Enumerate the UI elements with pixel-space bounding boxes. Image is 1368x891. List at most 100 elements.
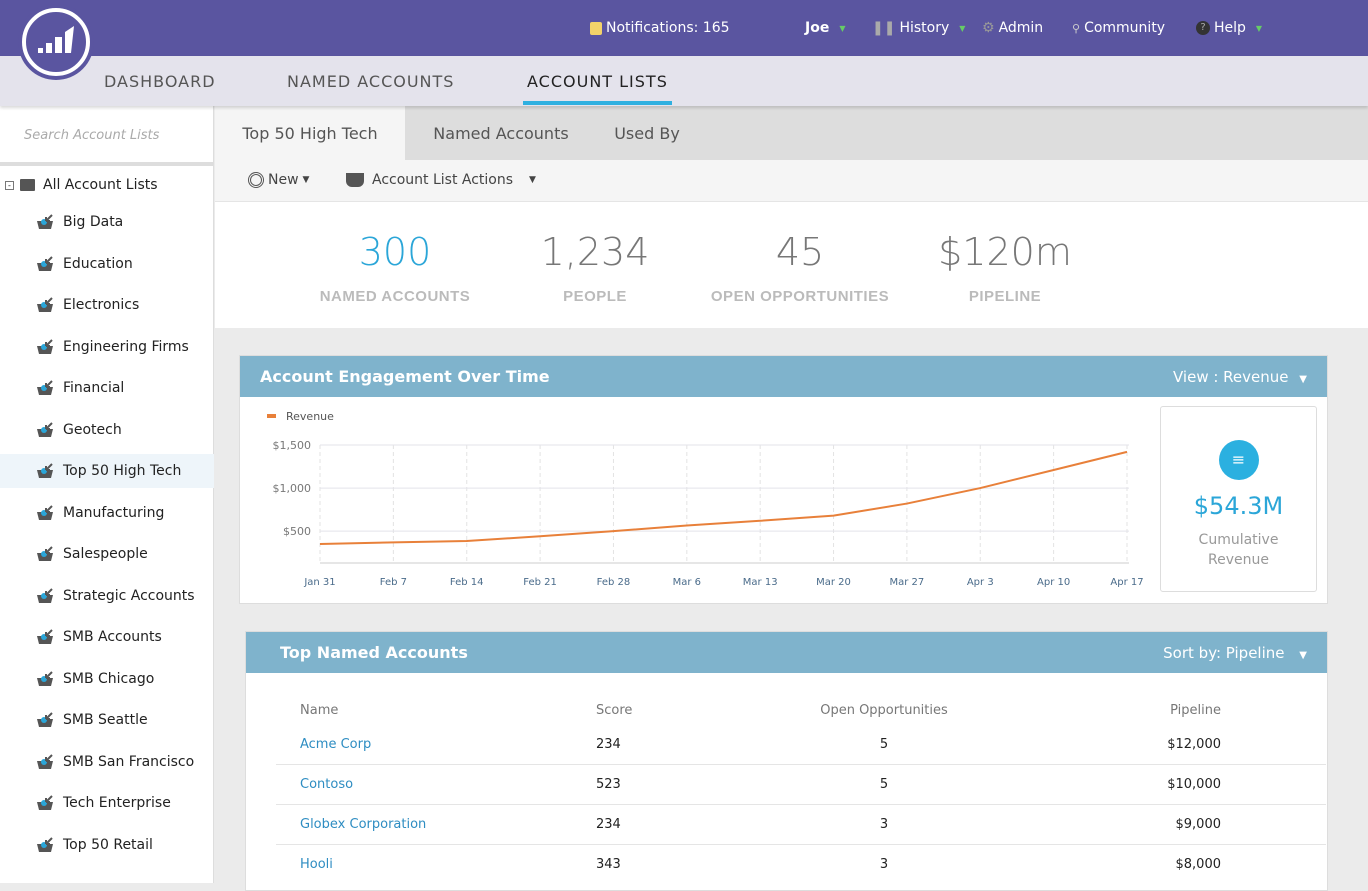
sidebar-item[interactable]: Strategic Accounts xyxy=(0,579,214,613)
sidebar-item[interactable]: Engineering Firms xyxy=(0,330,214,364)
sidebar-item[interactable]: SMB Chicago xyxy=(0,662,214,696)
tab-top-50-high-tech[interactable]: Top 50 High Tech xyxy=(215,106,405,160)
tree-root-all-account-lists[interactable]: - All Account Lists xyxy=(0,168,214,202)
notifications-label: Notifications: 165 xyxy=(606,20,730,36)
sidebar-item[interactable]: Salespeople xyxy=(0,537,214,571)
account-name-link[interactable]: Contoso xyxy=(300,777,353,792)
sidebar-item[interactable]: Electronics xyxy=(0,288,214,322)
y-tick-label: $500 xyxy=(283,525,311,538)
sidebar-item-label: Top 50 High Tech xyxy=(63,463,181,479)
sidebar-item[interactable]: SMB San Francisco xyxy=(0,745,214,779)
sidebar-item-label: SMB Seattle xyxy=(63,712,148,728)
x-tick-label: Feb 7 xyxy=(380,577,407,588)
score: 234 xyxy=(596,737,621,752)
toolbar: New▼ Account List Actions ▼ xyxy=(215,160,1368,202)
cumulative-value: $54.3M xyxy=(1161,492,1316,520)
account-name-link[interactable]: Hooli xyxy=(300,857,333,872)
sort-dropdown[interactable]: Sort by: Pipeline ▼ xyxy=(1163,644,1307,662)
account-list-icon xyxy=(36,422,54,438)
sidebar-item-label: Tech Enterprise xyxy=(63,795,171,811)
x-tick-label: Apr 17 xyxy=(1110,577,1143,588)
caret-down-icon: ▼ xyxy=(1299,374,1307,385)
account-name-link[interactable]: Acme Corp xyxy=(300,737,371,752)
admin-link[interactable]: ⚙Admin xyxy=(982,20,1043,36)
notifications-link[interactable]: Notifications: 165 xyxy=(590,20,730,36)
footprints-icon: ❚❚ xyxy=(872,20,895,36)
logo[interactable] xyxy=(22,8,90,76)
stat-value: 45 xyxy=(700,230,900,274)
community-link[interactable]: ⚲Community xyxy=(1072,20,1165,36)
coins-icon: ≡ xyxy=(1219,440,1259,480)
stat-label: NAMED ACCOUNTS xyxy=(295,288,495,305)
sidebar-item-label: Big Data xyxy=(63,214,123,230)
tab-named-accounts[interactable]: Named Accounts xyxy=(405,106,597,160)
score: 234 xyxy=(596,817,621,832)
history-menu[interactable]: ❚❚History▼ xyxy=(872,20,965,36)
account-list-icon xyxy=(36,256,54,272)
column-header: Pipeline xyxy=(1071,703,1221,718)
pipeline: $8,000 xyxy=(1071,857,1221,872)
chevron-down-icon: ▼ xyxy=(839,24,845,33)
collapse-icon[interactable]: - xyxy=(5,181,14,190)
sidebar-item-label: Financial xyxy=(63,380,124,396)
new-button[interactable]: New▼ xyxy=(248,172,309,188)
sidebar-item[interactable]: Tech Enterprise xyxy=(0,786,214,820)
cumulative-label: Cumulative Revenue xyxy=(1189,530,1289,570)
column-header: Score xyxy=(596,703,632,718)
nav-tab-dashboard[interactable]: DASHBOARD xyxy=(104,72,216,91)
stat-label: OPEN OPPORTUNITIES xyxy=(700,288,900,305)
sidebar-item[interactable]: Manufacturing xyxy=(0,496,214,530)
column-header: Open Opportunities xyxy=(784,703,984,718)
sidebar-item[interactable]: SMB Seattle xyxy=(0,703,214,737)
help-icon: ? xyxy=(1196,21,1210,35)
score: 343 xyxy=(596,857,621,872)
account-list-icon xyxy=(36,546,54,562)
sidebar-item[interactable]: Financial xyxy=(0,371,214,405)
gear-icon: ⚙ xyxy=(982,20,995,36)
sidebar-item[interactable]: Big Data xyxy=(0,205,214,239)
account-list-icon xyxy=(36,505,54,521)
view-dropdown[interactable]: View : Revenue ▼ xyxy=(1173,368,1307,386)
admin-label: Admin xyxy=(999,20,1044,36)
nav-tab-named-accounts[interactable]: NAMED ACCOUNTS xyxy=(287,72,454,91)
sidebar-item-label: Salespeople xyxy=(63,546,148,562)
stat-label: PEOPLE xyxy=(495,288,695,305)
account-list-icon xyxy=(36,795,54,811)
sidebar-item-label: Geotech xyxy=(63,422,122,438)
account-list-icon xyxy=(346,173,364,187)
sidebar-item-label: SMB Chicago xyxy=(63,671,154,687)
sidebar-item[interactable]: Education xyxy=(0,247,214,281)
view-label: View : Revenue xyxy=(1173,368,1289,386)
sidebar-item-label: Strategic Accounts xyxy=(63,588,195,604)
x-tick-label: Mar 20 xyxy=(816,577,851,588)
open-opportunities: 5 xyxy=(784,737,984,752)
search-account-lists-input[interactable]: Search Account Lists xyxy=(0,106,214,166)
stat-value: 300 xyxy=(295,230,495,274)
sidebar-item[interactable]: Top 50 Retail xyxy=(0,828,214,862)
chevron-down-icon: ▼ xyxy=(1256,24,1262,33)
tab-used-by[interactable]: Used By xyxy=(597,106,697,160)
nav-tab-account-lists[interactable]: ACCOUNT LISTS xyxy=(523,72,672,105)
account-list-icon xyxy=(36,671,54,687)
caret-down-icon: ▼ xyxy=(529,175,536,185)
account-name-link[interactable]: Globex Corporation xyxy=(300,817,426,832)
x-tick-label: Mar 6 xyxy=(673,577,701,588)
sidebar-item[interactable]: Top 50 High Tech xyxy=(0,454,214,488)
new-label: New xyxy=(268,172,299,188)
sidebar-item[interactable]: Geotech xyxy=(0,413,214,447)
legend-label: Revenue xyxy=(286,410,334,423)
help-menu[interactable]: ? Help ▼ xyxy=(1196,20,1262,36)
user-menu[interactable]: Joe▼ xyxy=(805,20,845,36)
actions-label: Account List Actions xyxy=(372,172,513,188)
sidebar: Search Account Lists - All Account Lists… xyxy=(0,106,214,883)
sidebar-item-label: Electronics xyxy=(63,297,139,313)
account-list-actions-button[interactable]: Account List Actions ▼ xyxy=(346,172,536,188)
sidebar-item-label: Top 50 Retail xyxy=(63,837,153,853)
top-bar: Notifications: 165 Joe▼ ❚❚History▼ ⚙Admi… xyxy=(0,0,1368,56)
help-label: Help xyxy=(1214,20,1246,36)
sidebar-item[interactable]: SMB Accounts xyxy=(0,620,214,654)
community-label: Community xyxy=(1084,20,1165,36)
